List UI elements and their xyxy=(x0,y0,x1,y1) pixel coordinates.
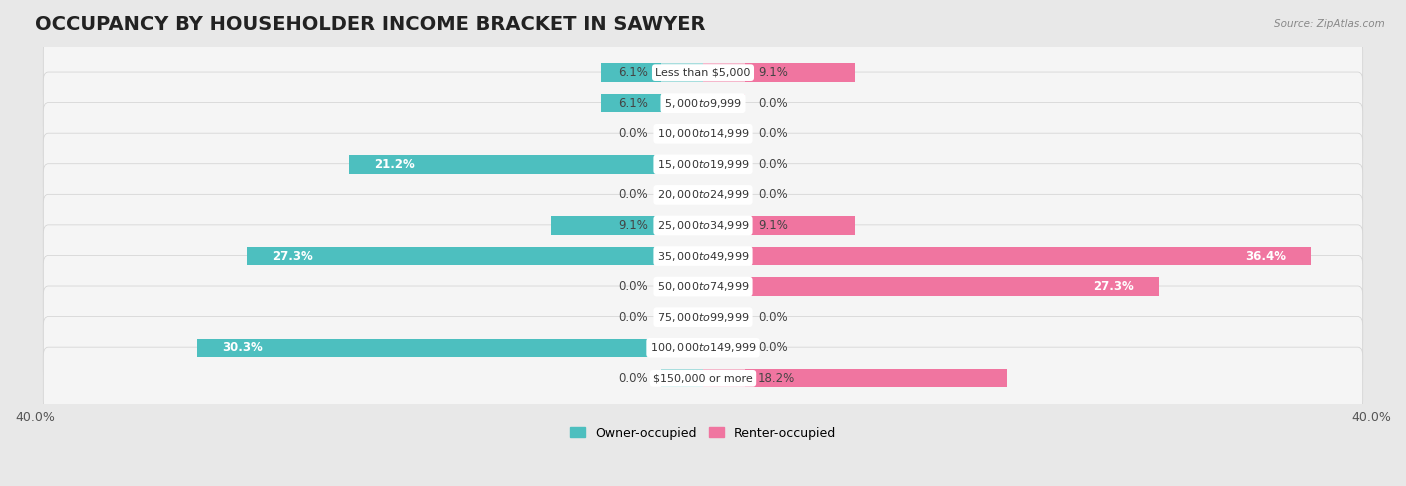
FancyBboxPatch shape xyxy=(44,347,1362,410)
Bar xyxy=(703,124,745,143)
Bar xyxy=(661,186,703,204)
Text: 0.0%: 0.0% xyxy=(619,372,648,385)
Text: $5,000 to $9,999: $5,000 to $9,999 xyxy=(664,97,742,110)
Text: 0.0%: 0.0% xyxy=(758,189,787,201)
Text: $10,000 to $14,999: $10,000 to $14,999 xyxy=(657,127,749,140)
FancyBboxPatch shape xyxy=(44,41,1362,104)
Bar xyxy=(703,216,745,235)
Bar xyxy=(602,64,703,82)
Bar xyxy=(349,155,703,174)
Bar xyxy=(602,94,703,112)
Bar xyxy=(703,186,745,204)
Legend: Owner-occupied, Renter-occupied: Owner-occupied, Renter-occupied xyxy=(565,421,841,445)
Bar xyxy=(703,308,745,327)
Bar xyxy=(661,278,703,296)
Text: 0.0%: 0.0% xyxy=(758,127,787,140)
Bar xyxy=(661,124,703,143)
Text: 0.0%: 0.0% xyxy=(758,158,787,171)
Text: 30.3%: 30.3% xyxy=(222,341,263,354)
Bar xyxy=(661,64,703,82)
Bar xyxy=(703,339,745,357)
Bar xyxy=(703,64,855,82)
Bar xyxy=(661,155,703,174)
Text: 0.0%: 0.0% xyxy=(619,127,648,140)
Text: $25,000 to $34,999: $25,000 to $34,999 xyxy=(657,219,749,232)
FancyBboxPatch shape xyxy=(44,316,1362,379)
Text: 0.0%: 0.0% xyxy=(619,280,648,293)
FancyBboxPatch shape xyxy=(44,194,1362,257)
Bar xyxy=(551,216,703,235)
Bar xyxy=(703,216,855,235)
Text: 9.1%: 9.1% xyxy=(758,219,787,232)
Text: $100,000 to $149,999: $100,000 to $149,999 xyxy=(650,341,756,354)
Bar xyxy=(703,369,745,387)
Text: 0.0%: 0.0% xyxy=(758,311,787,324)
Bar xyxy=(703,64,745,82)
Bar xyxy=(197,339,703,357)
Text: $15,000 to $19,999: $15,000 to $19,999 xyxy=(657,158,749,171)
Text: $50,000 to $74,999: $50,000 to $74,999 xyxy=(657,280,749,293)
Text: $20,000 to $24,999: $20,000 to $24,999 xyxy=(657,189,749,201)
Text: 36.4%: 36.4% xyxy=(1244,249,1286,262)
Text: 21.2%: 21.2% xyxy=(374,158,415,171)
Text: Source: ZipAtlas.com: Source: ZipAtlas.com xyxy=(1274,19,1385,30)
Text: 0.0%: 0.0% xyxy=(758,341,787,354)
Bar xyxy=(661,308,703,327)
FancyBboxPatch shape xyxy=(44,72,1362,135)
Bar xyxy=(661,369,703,387)
Text: 9.1%: 9.1% xyxy=(758,66,787,79)
Bar xyxy=(703,247,1310,265)
Text: OCCUPANCY BY HOUSEHOLDER INCOME BRACKET IN SAWYER: OCCUPANCY BY HOUSEHOLDER INCOME BRACKET … xyxy=(35,15,706,34)
FancyBboxPatch shape xyxy=(44,103,1362,165)
Text: $35,000 to $49,999: $35,000 to $49,999 xyxy=(657,249,749,262)
FancyBboxPatch shape xyxy=(44,286,1362,348)
Bar xyxy=(661,339,703,357)
Text: 0.0%: 0.0% xyxy=(619,311,648,324)
Bar xyxy=(703,278,745,296)
Text: 6.1%: 6.1% xyxy=(619,66,648,79)
Text: 27.3%: 27.3% xyxy=(1092,280,1133,293)
FancyBboxPatch shape xyxy=(44,133,1362,195)
Bar xyxy=(703,247,745,265)
Bar xyxy=(661,216,703,235)
Text: 0.0%: 0.0% xyxy=(619,189,648,201)
Bar xyxy=(703,369,1007,387)
FancyBboxPatch shape xyxy=(44,225,1362,287)
Text: 18.2%: 18.2% xyxy=(758,372,796,385)
Text: 27.3%: 27.3% xyxy=(273,249,314,262)
FancyBboxPatch shape xyxy=(44,256,1362,318)
FancyBboxPatch shape xyxy=(44,164,1362,226)
Bar xyxy=(247,247,703,265)
Text: 6.1%: 6.1% xyxy=(619,97,648,110)
Bar xyxy=(703,94,745,112)
Text: Less than $5,000: Less than $5,000 xyxy=(655,68,751,78)
Bar xyxy=(661,247,703,265)
Bar xyxy=(703,155,745,174)
Text: 9.1%: 9.1% xyxy=(619,219,648,232)
Text: $75,000 to $99,999: $75,000 to $99,999 xyxy=(657,311,749,324)
Text: 0.0%: 0.0% xyxy=(758,97,787,110)
Text: $150,000 or more: $150,000 or more xyxy=(654,373,752,383)
Bar xyxy=(703,278,1159,296)
Bar xyxy=(661,94,703,112)
